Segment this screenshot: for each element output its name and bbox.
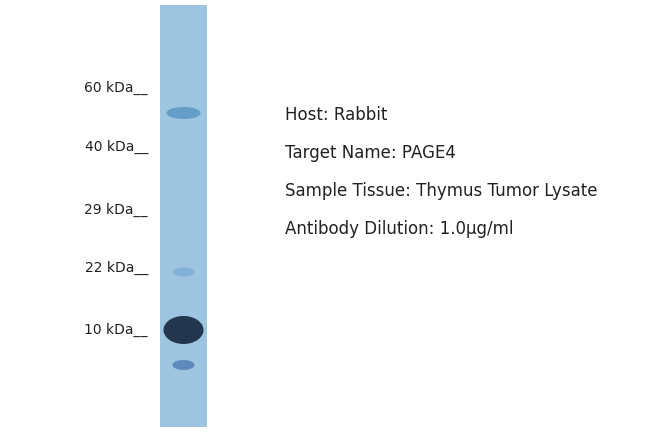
Text: Antibody Dilution: 1.0μg/ml: Antibody Dilution: 1.0μg/ml: [285, 220, 514, 238]
Text: 22 kDa__: 22 kDa__: [84, 261, 148, 275]
Ellipse shape: [172, 267, 194, 276]
Text: 29 kDa__: 29 kDa__: [84, 203, 148, 217]
Ellipse shape: [164, 316, 203, 344]
Text: Host: Rabbit: Host: Rabbit: [285, 106, 387, 124]
Text: 60 kDa__: 60 kDa__: [84, 81, 148, 95]
Ellipse shape: [172, 360, 194, 370]
Text: Target Name: PAGE4: Target Name: PAGE4: [285, 144, 456, 162]
Text: 40 kDa__: 40 kDa__: [84, 140, 148, 154]
Bar: [160, 5, 207, 427]
Ellipse shape: [166, 107, 200, 119]
Text: 10 kDa__: 10 kDa__: [84, 323, 148, 337]
Text: Sample Tissue: Thymus Tumor Lysate: Sample Tissue: Thymus Tumor Lysate: [285, 182, 597, 200]
